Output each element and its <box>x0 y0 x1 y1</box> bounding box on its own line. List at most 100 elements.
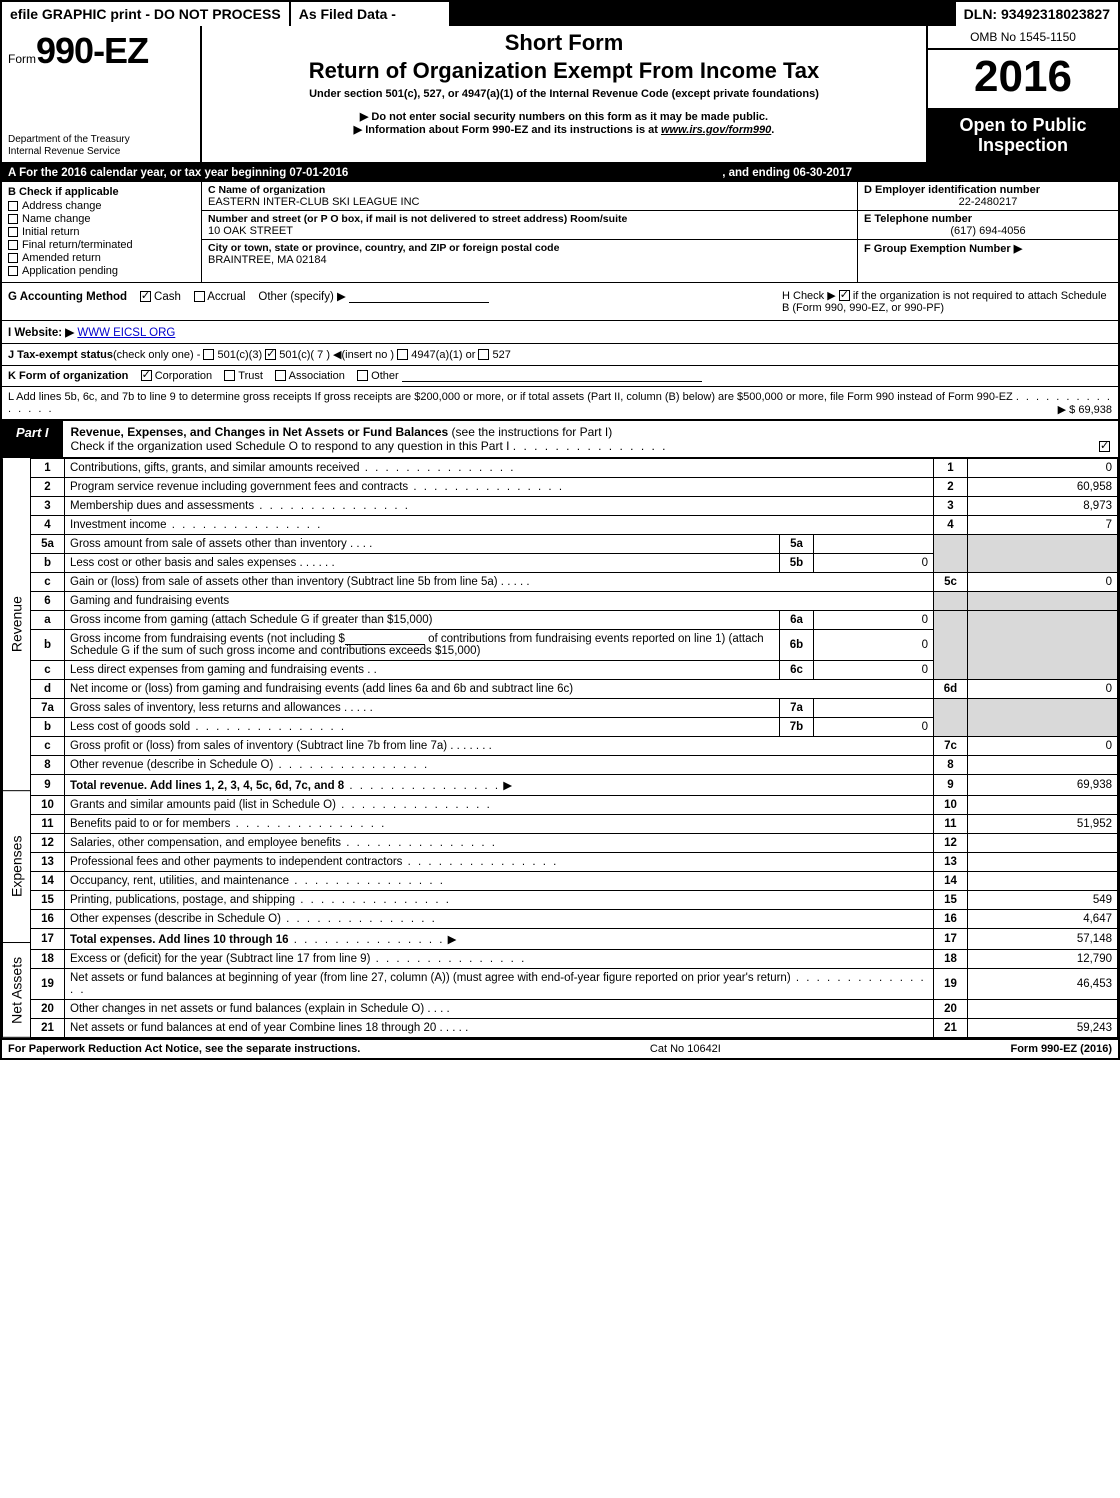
line-16: 16 Other expenses (describe in Schedule … <box>31 909 1118 928</box>
open-inspection: Open to Public Inspection <box>928 110 1118 162</box>
d-lbl: D Employer identification number <box>864 184 1112 196</box>
header-left: Form990-EZ Department of the Treasury In… <box>2 26 202 162</box>
c-name-lbl: C Name of organization <box>208 184 851 196</box>
website-link[interactable]: WWW EICSL ORG <box>77 327 175 339</box>
cb-accrual[interactable] <box>194 291 205 302</box>
cb-amended-return[interactable]: Amended return <box>8 252 195 264</box>
cb-name-change[interactable]: Name change <box>8 213 195 225</box>
side-netassets: Net Assets <box>2 943 30 1038</box>
h-pre: H Check ▶ <box>782 290 836 302</box>
form-prefix: Form <box>8 52 36 66</box>
c-city-lbl: City or town, state or province, country… <box>208 242 851 254</box>
part-i-header: Part I Revenue, Expenses, and Changes in… <box>2 421 1118 458</box>
top-spacer <box>451 2 954 26</box>
part-i-text: Revenue, Expenses, and Changes in Net As… <box>63 421 1118 457</box>
g-lbl: G Accounting Method <box>8 291 127 303</box>
cb-h[interactable] <box>839 290 850 301</box>
f-lbl: F Group Exemption Number ▶ <box>864 243 1022 255</box>
cb-initial-return[interactable]: Initial return <box>8 226 195 238</box>
open-line1: Open to Public <box>932 116 1114 136</box>
dln-value: 93492318023827 <box>1001 6 1110 22</box>
e-phone: E Telephone number (617) 694-4056 <box>858 211 1118 240</box>
line-19: 19 Net assets or fund balances at beginn… <box>31 968 1118 999</box>
line-12: 12 Salaries, other compensation, and emp… <box>31 833 1118 852</box>
dept-block: Department of the Treasury Internal Reve… <box>8 126 194 158</box>
g-other-line[interactable] <box>349 291 489 303</box>
col-c: C Name of organization EASTERN INTER-CLU… <box>202 182 858 282</box>
g-other: Other (specify) ▶ <box>258 291 345 303</box>
line-6a: a Gross income from gaming (attach Sched… <box>31 610 1118 629</box>
line-3: 3 Membership dues and assessments 3 8,97… <box>31 496 1118 515</box>
col-b: B Check if applicable Address change Nam… <box>2 182 202 282</box>
e-val: (617) 694-4056 <box>864 225 1112 237</box>
tax-year: 2016 <box>928 50 1118 110</box>
part-i-checkline: Check if the organization used Schedule … <box>71 439 510 453</box>
line-6d: d Net income or (loss) from gaming and f… <box>31 679 1118 698</box>
row-a-left: A For the 2016 calendar year, or tax yea… <box>8 167 348 179</box>
line-13: 13 Professional fees and other payments … <box>31 852 1118 871</box>
c-city: City or town, state or province, country… <box>202 240 857 268</box>
c-street-val: 10 OAK STREET <box>208 225 851 237</box>
line-5c: c Gain or (loss) from sale of assets oth… <box>31 572 1118 591</box>
dept-line2: Internal Revenue Service <box>8 146 194 158</box>
line-7a: 7a Gross sales of inventory, less return… <box>31 698 1118 717</box>
header-mid: Short Form Return of Organization Exempt… <box>202 26 928 162</box>
line-1: 1 Contributions, gifts, grants, and simi… <box>31 458 1118 477</box>
line-6b-blank[interactable] <box>345 633 425 645</box>
cb-other[interactable] <box>357 370 368 381</box>
asfiled-label: As Filed Data - <box>291 2 451 26</box>
cb-cash[interactable] <box>140 291 151 302</box>
g-accounting: G Accounting Method Cash Accrual Other (… <box>8 289 772 303</box>
cb-application-pending[interactable]: Application pending <box>8 265 195 277</box>
cb-501c3[interactable] <box>203 349 214 360</box>
block-bcd: B Check if applicable Address change Nam… <box>2 182 1118 283</box>
line-2: 2 Program service revenue including gove… <box>31 477 1118 496</box>
cb-final-return[interactable]: Final return/terminated <box>8 239 195 251</box>
cb-address-change[interactable]: Address change <box>8 200 195 212</box>
footer-right: Form 990-EZ (2016) <box>1010 1043 1112 1055</box>
c-name: C Name of organization EASTERN INTER-CLU… <box>202 182 857 211</box>
cb-501c[interactable] <box>265 349 276 360</box>
cb-trust[interactable] <box>224 370 235 381</box>
row-k: K Form of organization Corporation Trust… <box>2 366 1118 387</box>
cb-assoc[interactable] <box>275 370 286 381</box>
form990-link[interactable]: www.irs.gov/form990 <box>661 124 771 136</box>
cb-527[interactable] <box>478 349 489 360</box>
k-other-line[interactable] <box>402 370 702 382</box>
c-street-lbl: Number and street (or P O box, if mail i… <box>208 213 851 225</box>
cb-schedule-o[interactable] <box>1099 441 1110 452</box>
bullet-2: ▶ Information about Form 990-EZ and its … <box>212 123 916 136</box>
cb-4947[interactable] <box>397 349 408 360</box>
b-header: B Check if applicable <box>8 186 195 198</box>
line-14: 14 Occupancy, rent, utilities, and maint… <box>31 871 1118 890</box>
line-17: 17 Total expenses. Add lines 10 through … <box>31 928 1118 949</box>
col-d: D Employer identification number 22-2480… <box>858 182 1118 282</box>
j-paren: (check only one) - <box>113 349 203 361</box>
dept-line1: Department of the Treasury <box>8 134 194 146</box>
cb-corp[interactable] <box>141 370 152 381</box>
line-10: 10 Grants and similar amounts paid (list… <box>31 795 1118 814</box>
footer-left: For Paperwork Reduction Act Notice, see … <box>8 1043 360 1055</box>
part-i-paren: (see the instructions for Part I) <box>452 425 613 439</box>
line-21: 21 Net assets or fund balances at end of… <box>31 1018 1118 1037</box>
row-a-right: , and ending 06-30-2017 <box>722 167 1112 179</box>
row-i: I Website: ▶ WWW EICSL ORG <box>2 321 1118 344</box>
omb-number: OMB No 1545-1150 <box>928 26 1118 50</box>
line-5a: 5a Gross amount from sale of assets othe… <box>31 534 1118 553</box>
form-header: Form990-EZ Department of the Treasury In… <box>2 26 1118 164</box>
i-lbl: I Website: ▶ <box>8 327 74 339</box>
page-footer: For Paperwork Reduction Act Notice, see … <box>2 1038 1118 1058</box>
row-a: A For the 2016 calendar year, or tax yea… <box>2 164 1118 182</box>
efile-label: efile GRAPHIC print - DO NOT PROCESS <box>2 2 291 26</box>
d-val: 22-2480217 <box>864 196 1112 208</box>
line-11: 11 Benefits paid to or for members 11 51… <box>31 814 1118 833</box>
form-page: efile GRAPHIC print - DO NOT PROCESS As … <box>0 0 1120 1060</box>
row-j: J Tax-exempt status(check only one) - 50… <box>2 344 1118 366</box>
main-grid: Revenue Expenses Net Assets 1 Contributi… <box>2 458 1118 1038</box>
line-15: 15 Printing, publications, postage, and … <box>31 890 1118 909</box>
dln-label: DLN: <box>964 6 997 22</box>
side-expenses: Expenses <box>2 791 30 943</box>
e-lbl: E Telephone number <box>864 213 1112 225</box>
c-street: Number and street (or P O box, if mail i… <box>202 211 857 240</box>
lines-table: 1 Contributions, gifts, grants, and simi… <box>30 458 1118 1038</box>
